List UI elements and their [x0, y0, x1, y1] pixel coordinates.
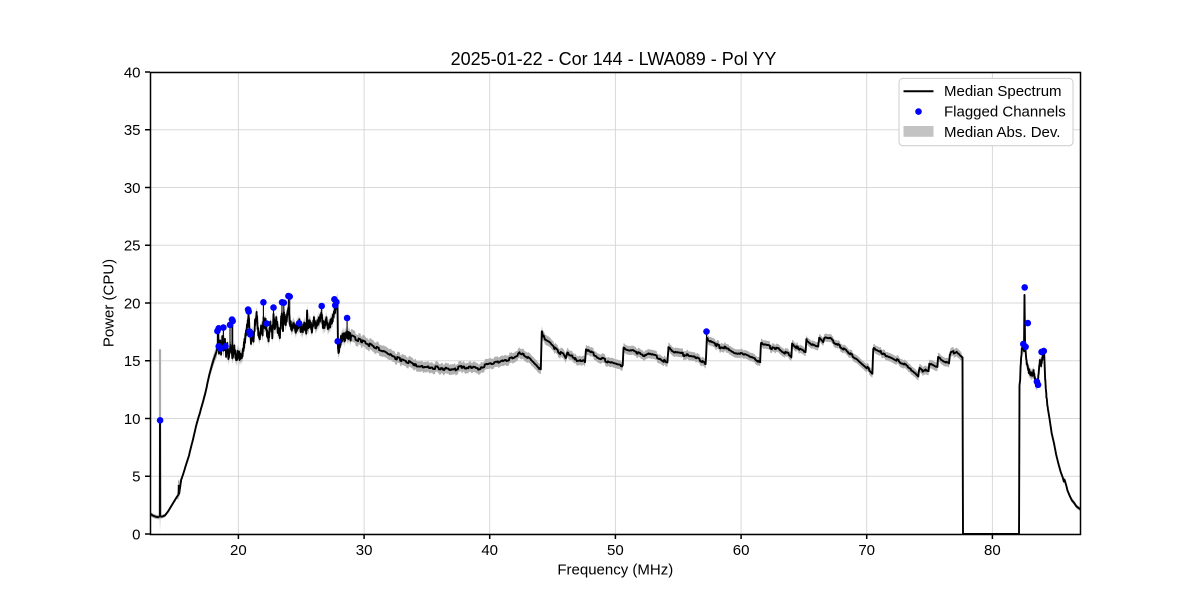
svg-text:Median Spectrum: Median Spectrum — [944, 83, 1062, 100]
svg-text:2025-01-22 - Cor 144 - LWA089: 2025-01-22 - Cor 144 - LWA089 - Pol YY — [451, 49, 777, 69]
svg-text:60: 60 — [733, 542, 750, 559]
svg-text:0: 0 — [132, 526, 140, 543]
svg-text:30: 30 — [124, 180, 141, 197]
svg-text:50: 50 — [607, 542, 624, 559]
svg-text:40: 40 — [124, 64, 141, 81]
svg-text:Power (CPU): Power (CPU) — [100, 259, 117, 347]
svg-text:70: 70 — [858, 542, 875, 559]
svg-text:10: 10 — [124, 411, 141, 428]
svg-text:80: 80 — [984, 542, 1001, 559]
svg-text:20: 20 — [230, 542, 247, 559]
svg-text:25: 25 — [124, 238, 141, 255]
svg-text:35: 35 — [124, 122, 141, 139]
svg-text:30: 30 — [356, 542, 373, 559]
svg-text:40: 40 — [481, 542, 498, 559]
svg-text:Median Abs. Dev.: Median Abs. Dev. — [944, 124, 1060, 141]
svg-text:5: 5 — [132, 469, 140, 486]
svg-text:15: 15 — [124, 353, 141, 370]
svg-text:Flagged Channels: Flagged Channels — [944, 104, 1066, 121]
svg-text:20: 20 — [124, 295, 141, 312]
svg-text:Frequency (MHz): Frequency (MHz) — [557, 562, 673, 579]
